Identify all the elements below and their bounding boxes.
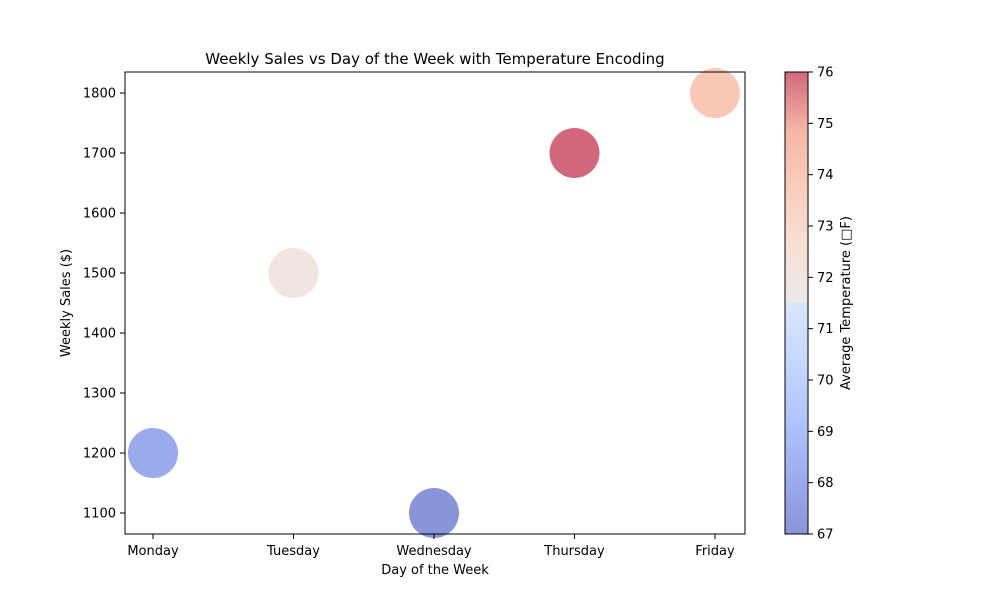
colorbar-tick-label: 72 (817, 271, 834, 286)
x-tick-label: Friday (695, 544, 735, 559)
y-tick-label: 1700 (83, 147, 116, 162)
y-tick-label: 1200 (83, 447, 116, 462)
y-tick-label: 1800 (83, 87, 116, 102)
data-point-friday (690, 68, 740, 118)
colorbar-tick-label: 69 (817, 425, 834, 440)
colorbar-tick-label: 70 (817, 374, 834, 389)
y-tick-label: 1100 (83, 507, 116, 522)
colorbar-ticks: 67 68 69 70 71 72 73 74 75 76 (808, 66, 834, 543)
x-tick-label: Monday (127, 544, 179, 559)
chart-title: Weekly Sales vs Day of the Week with Tem… (205, 50, 664, 68)
data-point-wednesday (409, 488, 459, 538)
y-tick-label: 1600 (83, 207, 116, 222)
colorbar-tick-label: 76 (817, 66, 834, 81)
colorbar-label: Average Temperature (□F) (839, 216, 854, 390)
x-axis-ticks: Monday Tuesday Wednesday Thursday Friday (127, 534, 735, 559)
colorbar-gradient (785, 72, 808, 534)
data-point-tuesday (268, 248, 319, 298)
data-points (128, 68, 740, 538)
x-tick-label: Thursday (543, 544, 605, 559)
data-point-monday (128, 428, 178, 478)
colorbar-tick-label: 74 (817, 168, 834, 183)
x-tick-label: Wednesday (396, 544, 472, 559)
y-axis-ticks: 1100 1200 1300 1400 1500 1600 1700 1800 (83, 87, 125, 522)
colorbar-tick-label: 68 (817, 476, 834, 491)
plot-frame (124, 71, 746, 535)
colorbar-frame (784, 71, 809, 535)
y-tick-label: 1500 (83, 267, 116, 282)
x-axis-label: Day of the Week (381, 563, 489, 578)
colorbar-tick-label: 67 (817, 528, 834, 543)
data-point-thursday (549, 128, 600, 178)
y-tick-label: 1400 (83, 327, 116, 342)
y-tick-label: 1300 (83, 387, 116, 402)
y-axis-label: Weekly Sales ($) (59, 249, 74, 357)
x-tick-label: Tuesday (266, 544, 320, 559)
colorbar-tick-label: 71 (817, 322, 834, 337)
colorbar-tick-label: 73 (817, 220, 834, 235)
colorbar-tick-label: 75 (817, 117, 834, 132)
